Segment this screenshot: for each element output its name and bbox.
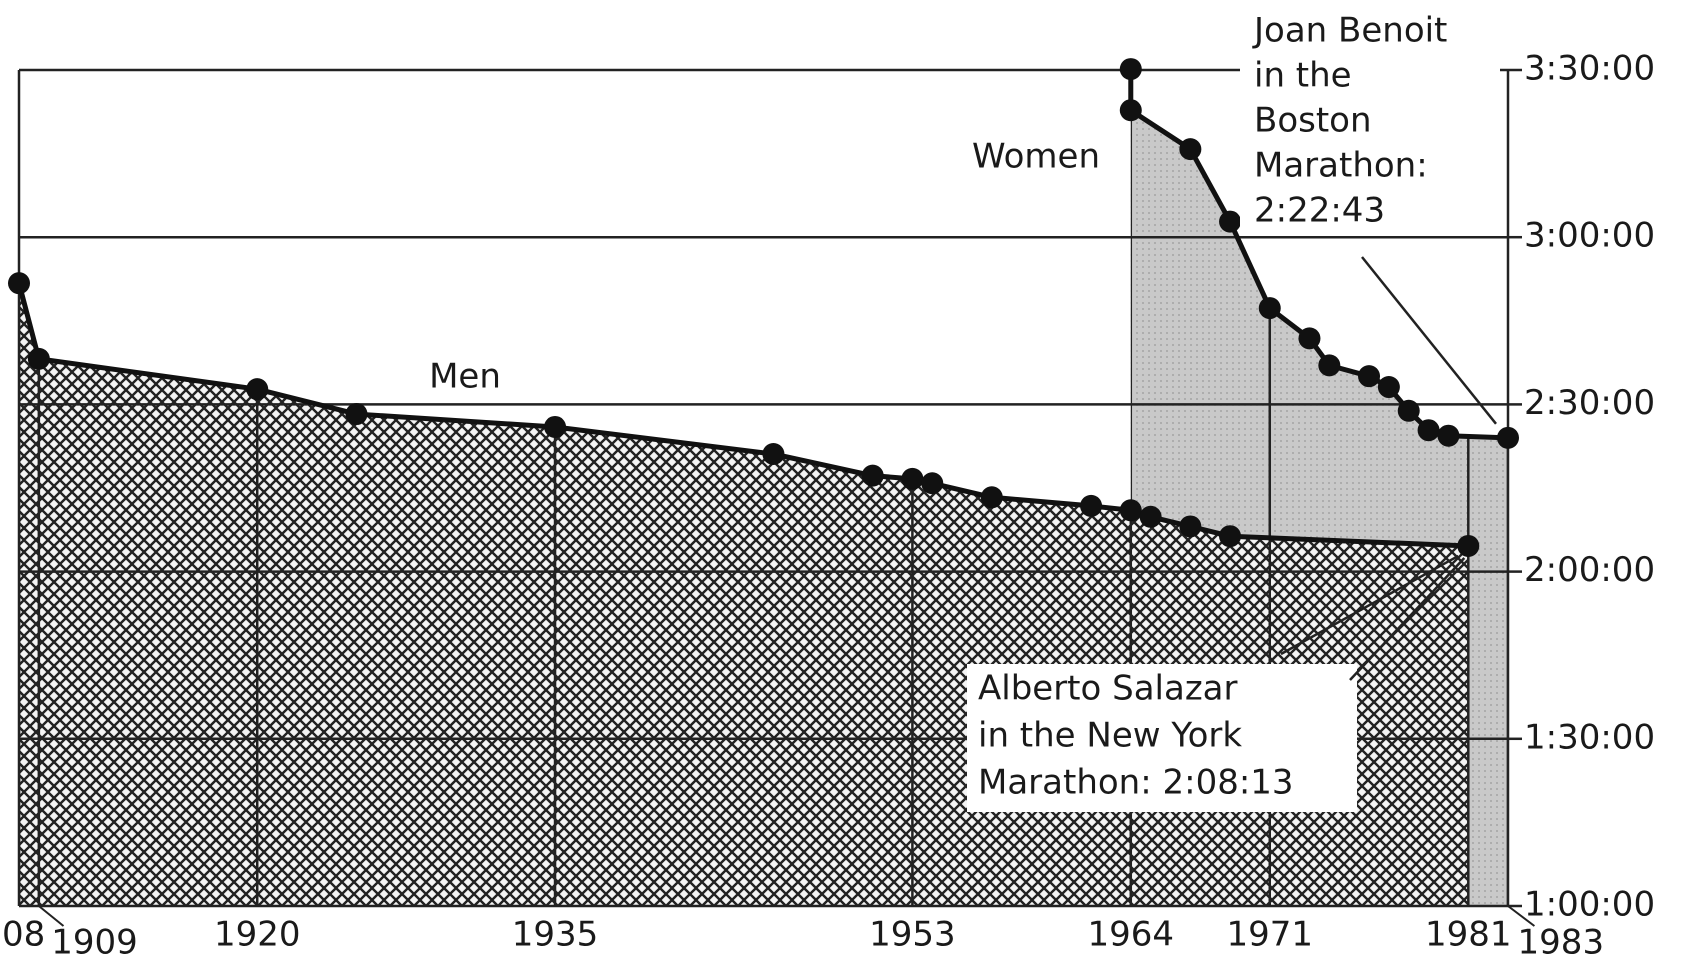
marker bbox=[980, 486, 1003, 509]
marker bbox=[246, 378, 269, 401]
marker bbox=[1080, 494, 1103, 517]
annotation-text: Alberto Salazar bbox=[978, 669, 1238, 709]
y-tick-label: 1:00:00 bbox=[1524, 885, 1655, 925]
annotation-text: Marathon: bbox=[1254, 146, 1428, 186]
x-tick-label: 1920 bbox=[214, 915, 301, 955]
marker bbox=[1119, 99, 1142, 122]
annotation-arrow bbox=[1361, 256, 1497, 425]
marker bbox=[1397, 399, 1420, 422]
annotation-text: in the bbox=[1254, 56, 1352, 96]
marker bbox=[1179, 138, 1202, 161]
annotation-arrow bbox=[1349, 557, 1466, 681]
y-tick-label: 3:30:00 bbox=[1524, 49, 1655, 89]
x-tick-label: 1971 bbox=[1226, 915, 1313, 955]
marker bbox=[544, 415, 567, 438]
marker bbox=[762, 443, 785, 466]
x-tick-label: 1981 bbox=[1425, 915, 1512, 955]
y-tick-label: 2:00:00 bbox=[1524, 550, 1655, 590]
series bbox=[8, 58, 1519, 557]
marker bbox=[1497, 426, 1519, 449]
marker bbox=[901, 467, 924, 490]
annotation-bg bbox=[1240, 8, 1500, 230]
marker bbox=[861, 464, 884, 487]
marker bbox=[1119, 58, 1142, 81]
marker bbox=[1258, 297, 1281, 320]
series-label: Women bbox=[972, 137, 1100, 177]
annotation-text: 2:22:43 bbox=[1254, 191, 1385, 231]
marker bbox=[1318, 354, 1341, 377]
marker bbox=[345, 403, 368, 426]
tick-leader bbox=[38, 905, 65, 927]
labels: 1:00:00 1:30:00 2:00:00 2:30:00 3:00:00 3:30:… bbox=[2, 8, 1655, 963]
annotation-arrow bbox=[1280, 554, 1459, 656]
annotation-text: Marathon: 2:08:13 bbox=[978, 763, 1294, 803]
marker bbox=[1298, 327, 1321, 350]
marker bbox=[27, 347, 50, 370]
marker bbox=[1139, 505, 1162, 528]
x-tick-label: 1935 bbox=[512, 915, 599, 955]
annotation-text: in the New York bbox=[978, 716, 1242, 756]
x-tick-label: 1909 bbox=[51, 923, 138, 963]
tick-leader bbox=[1507, 905, 1536, 927]
marker bbox=[1179, 515, 1202, 538]
y-tick-label: 2:30:00 bbox=[1524, 383, 1655, 423]
marker bbox=[1358, 365, 1381, 388]
marker bbox=[1219, 525, 1242, 548]
annotation-text: Boston bbox=[1254, 101, 1372, 141]
x-tick-label: 1983 bbox=[1518, 923, 1605, 963]
marker bbox=[8, 272, 30, 295]
marker bbox=[1377, 376, 1400, 399]
annotation-text: Joan Benoit bbox=[1252, 11, 1447, 51]
y-tick-label: 1:30:00 bbox=[1524, 717, 1655, 757]
marker bbox=[1119, 499, 1142, 522]
series-label: Men bbox=[429, 357, 501, 397]
marker bbox=[1437, 424, 1460, 447]
marker bbox=[921, 472, 944, 495]
marker bbox=[1219, 210, 1242, 233]
marker bbox=[1417, 419, 1440, 442]
annotation-bg bbox=[967, 664, 1357, 812]
x-tick-label: 1964 bbox=[1088, 915, 1175, 955]
x-tick-label: 1953 bbox=[869, 915, 956, 955]
x-tick-label: 08 bbox=[2, 915, 45, 955]
y-tick-label: 3:00:00 bbox=[1524, 216, 1655, 256]
marker bbox=[1457, 534, 1480, 557]
